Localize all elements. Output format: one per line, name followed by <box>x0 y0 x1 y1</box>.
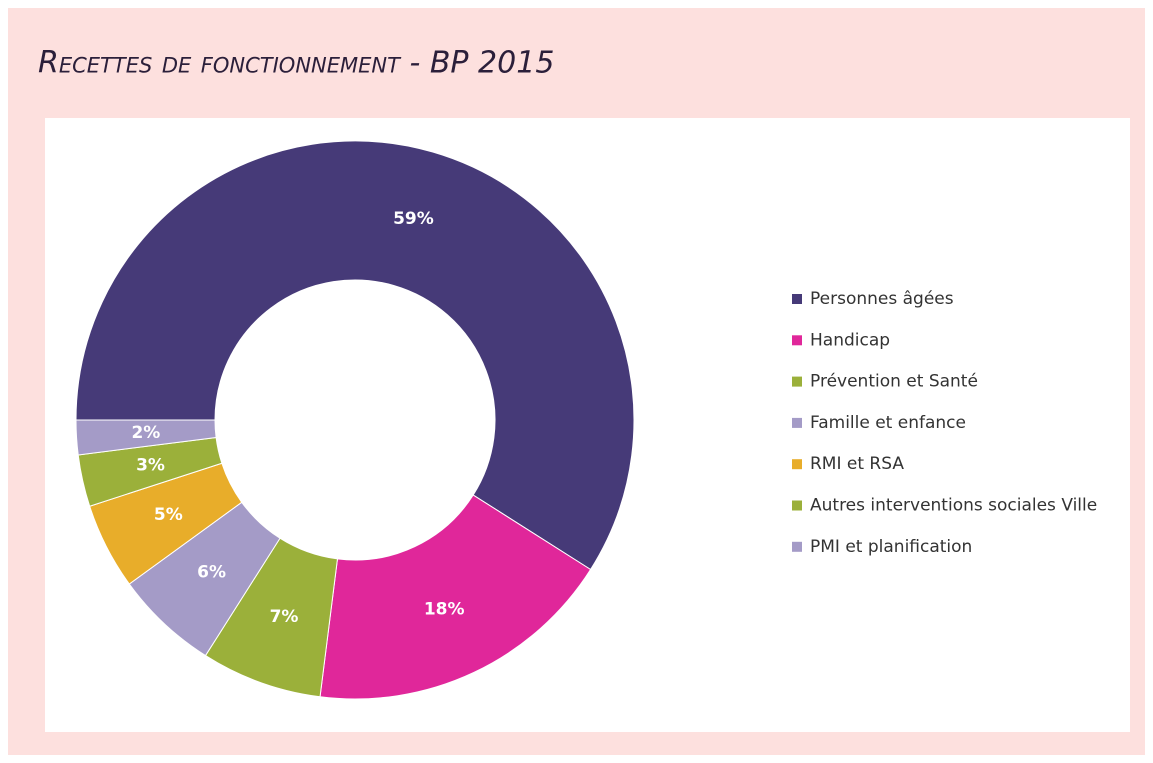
legend-label: Autres interventions sociales Ville <box>810 496 1097 516</box>
legend-label: PMI et planification <box>810 537 972 557</box>
data-label: 6% <box>197 563 226 583</box>
data-label: 18% <box>424 600 465 620</box>
legend-label: RMI et RSA <box>810 454 904 474</box>
legend-swatch <box>792 335 802 346</box>
legend-swatch <box>792 417 802 428</box>
chart-title: Recettes de fonctionnement - BP 2015 <box>38 46 554 81</box>
legend-swatch <box>792 376 802 387</box>
legend-swatch <box>792 294 802 304</box>
wedge <box>75 419 217 456</box>
legend-label: Prévention et Santé <box>810 372 978 392</box>
data-label: 5% <box>154 505 183 525</box>
wedge <box>319 494 592 700</box>
legend-label: Handicap <box>810 330 890 350</box>
legend-swatch <box>792 541 802 552</box>
data-label: 3% <box>136 456 165 476</box>
legend-label: Famille et enfance <box>810 413 966 433</box>
data-label: 2% <box>131 423 160 443</box>
wedge <box>75 140 635 571</box>
data-label: 7% <box>270 607 299 627</box>
data-label: 59% <box>393 209 434 229</box>
legend-swatch <box>792 500 802 511</box>
legend-swatch <box>792 459 802 470</box>
legend-label: Personnes âgées <box>810 289 954 309</box>
